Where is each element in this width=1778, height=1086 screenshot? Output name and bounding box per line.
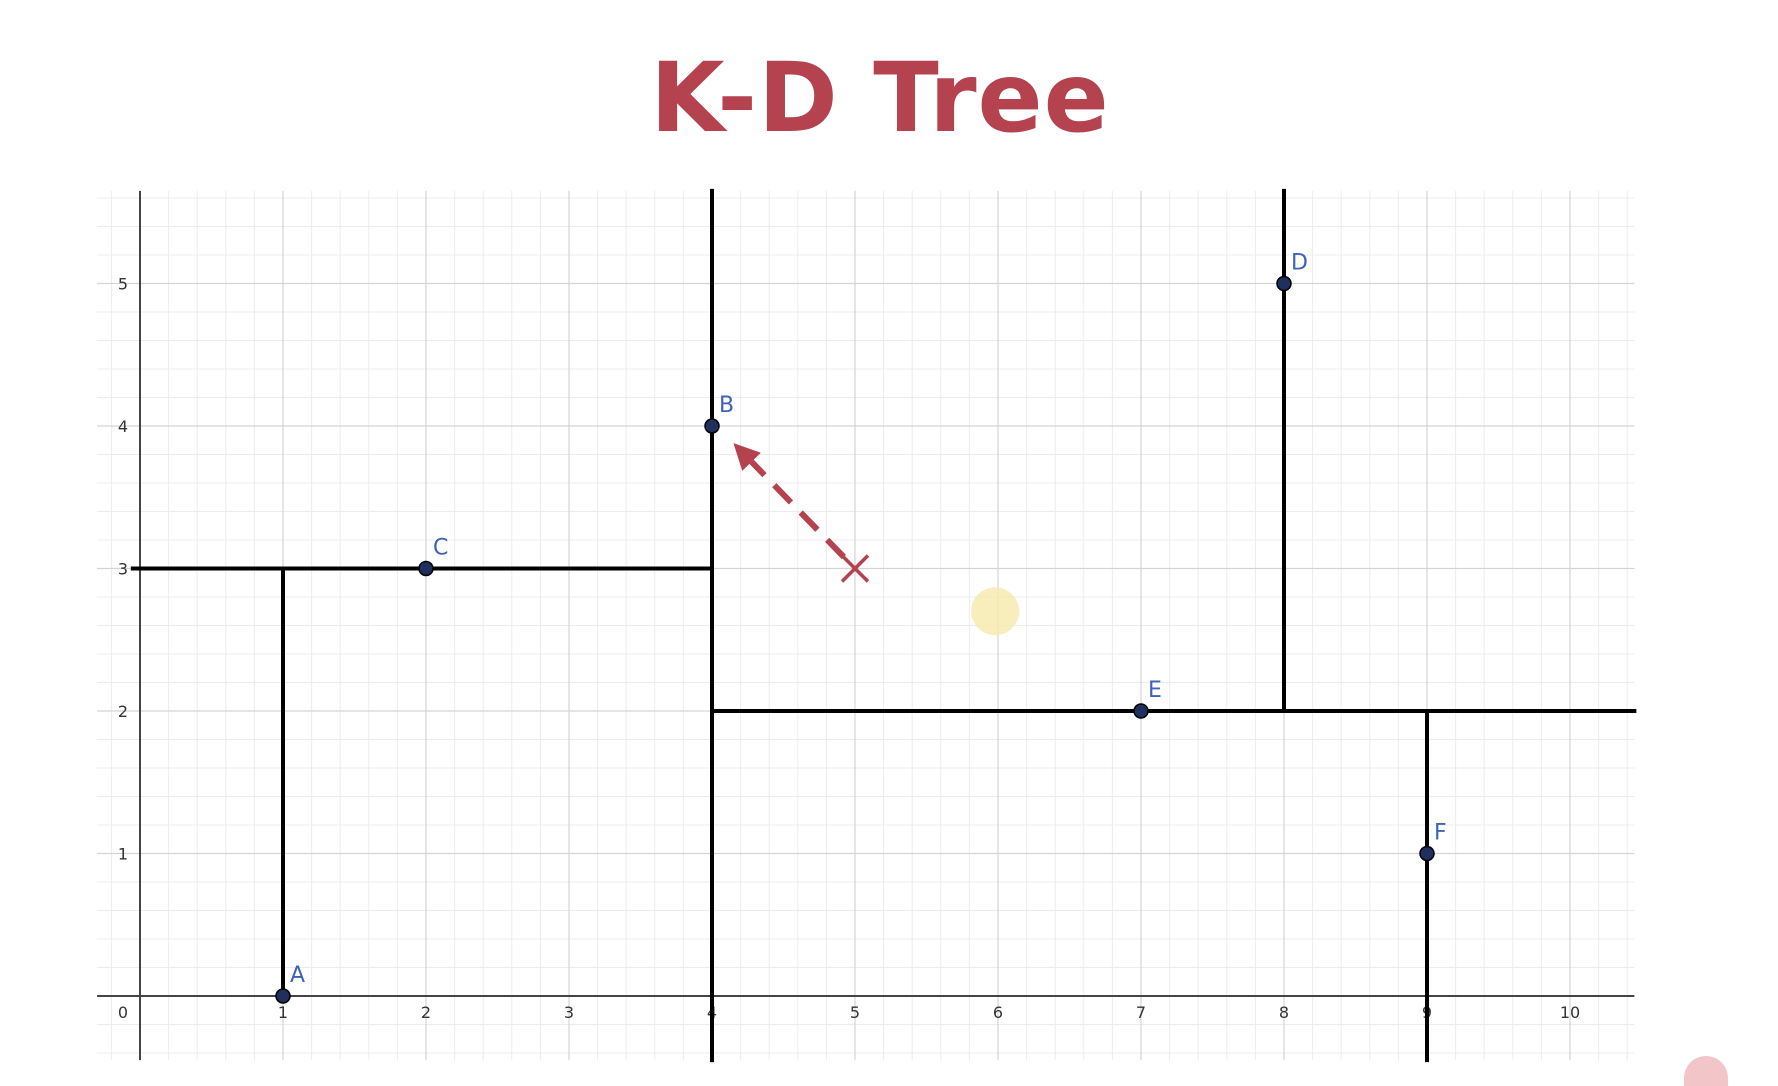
x-tick-label: 8	[1279, 1003, 1289, 1022]
point-marker	[1419, 845, 1435, 862]
point-label: E	[1148, 678, 1162, 703]
x-tick-label: 1	[278, 1003, 288, 1022]
point-label: D	[1291, 251, 1308, 276]
y-tick-label: 2	[118, 702, 128, 721]
query-cross-stroke	[840, 554, 870, 583]
point-label: B	[719, 393, 734, 418]
point-label: A	[290, 963, 305, 988]
axes	[97, 190, 1635, 1061]
point-a: A	[275, 963, 305, 1004]
nearest-neighbor-arrow	[733, 443, 847, 560]
y-tick-label: 1	[118, 845, 128, 864]
point-marker	[1276, 275, 1292, 292]
point-label: C	[433, 536, 448, 561]
point-marker	[704, 418, 720, 434]
split-lines	[130, 188, 1637, 1063]
minor-grid	[97, 190, 1635, 1061]
x-tick-label: 10	[1560, 1003, 1580, 1022]
data-points: A B C D E F	[275, 251, 1447, 1004]
y-tick-label: 3	[118, 560, 128, 579]
point-c: C	[418, 536, 448, 577]
x-tick-label: 3	[564, 1003, 574, 1022]
arrow-head	[733, 443, 761, 471]
x-tick-label: 2	[421, 1003, 431, 1022]
x-tick-label: 7	[1136, 1003, 1146, 1022]
tick-labels: 01234567891012345	[118, 275, 1580, 1023]
point-b: B	[704, 393, 734, 434]
point-f: F	[1419, 821, 1447, 862]
point-d: D	[1276, 251, 1308, 292]
y-tick-label: 5	[118, 275, 128, 294]
arrow-shaft	[749, 459, 847, 560]
point-marker	[1133, 703, 1149, 719]
x-tick-label: 0	[118, 1003, 128, 1022]
cursor-highlight	[971, 587, 1020, 636]
x-tick-label: 5	[850, 1003, 860, 1022]
point-e: E	[1133, 678, 1162, 719]
x-tick-label: 6	[993, 1003, 1003, 1022]
y-tick-label: 4	[118, 417, 128, 436]
point-marker	[418, 560, 434, 577]
point-label: F	[1434, 821, 1447, 846]
query-point-marker	[840, 554, 870, 583]
page-title: K-D Tree	[650, 42, 1110, 154]
point-marker	[275, 988, 291, 1004]
cursor-highlight-dot	[971, 587, 1020, 636]
